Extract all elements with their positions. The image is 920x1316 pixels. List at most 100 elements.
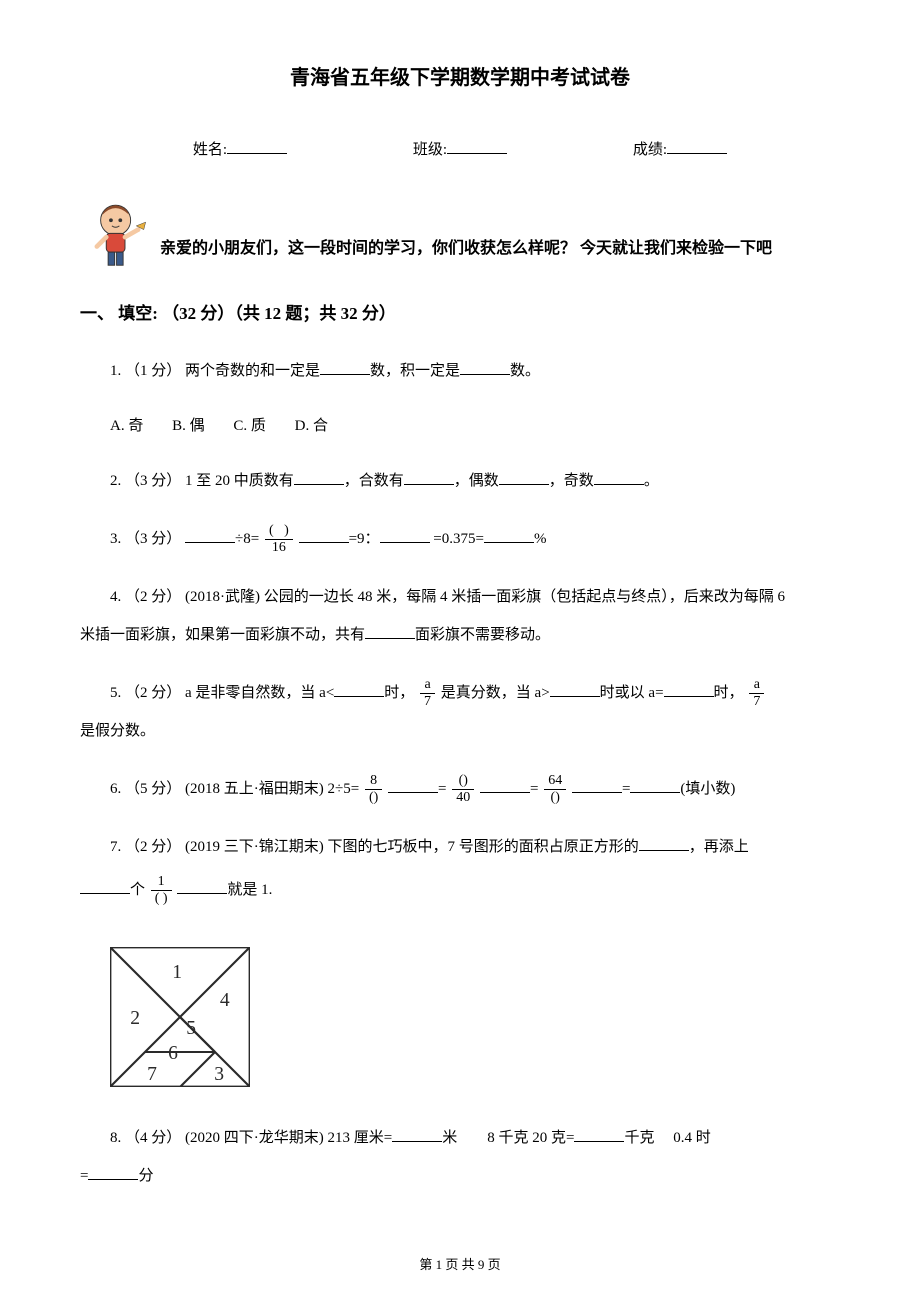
q8-text-5: 0.4 时 bbox=[673, 1130, 711, 1146]
q1-option-a[interactable]: A. 奇 bbox=[110, 418, 143, 434]
score-blank[interactable] bbox=[667, 136, 727, 154]
q1-blank-1[interactable] bbox=[320, 357, 370, 375]
q6-f2-den: 40 bbox=[452, 790, 474, 805]
q3-blank-1[interactable] bbox=[185, 525, 235, 543]
q6-blank-3[interactable] bbox=[572, 775, 622, 793]
q3-div: ÷8= bbox=[235, 531, 263, 547]
q8-blank-3[interactable] bbox=[88, 1162, 138, 1180]
tangram-label-5: 5 bbox=[186, 1017, 196, 1038]
q6-fraction-3: 64() bbox=[544, 773, 566, 805]
tangram-label-2: 2 bbox=[130, 1008, 140, 1029]
question-7-cont: 个 1( ) 就是 1. bbox=[80, 874, 840, 907]
q3-blank-3[interactable] bbox=[380, 525, 430, 543]
tangram-diagram: 1 2 3 4 5 6 7 bbox=[110, 947, 250, 1087]
question-4-cont: 米插一面彩旗，如果第一面彩旗不动，共有 面彩旗不需要移动。 bbox=[80, 619, 840, 652]
q8-line2-a: = bbox=[80, 1168, 88, 1184]
tangram-label-6: 6 bbox=[168, 1043, 178, 1064]
q1-options: A. 奇 B. 偶 C. 质 D. 合 bbox=[80, 413, 840, 440]
q3-blank-2[interactable] bbox=[299, 525, 349, 543]
q2-blank-2[interactable] bbox=[404, 467, 454, 485]
q6-f1-num: 8 bbox=[365, 773, 382, 789]
q7-f-num: 1 bbox=[151, 874, 172, 890]
q4-line2-a: 米插一面彩旗，如果第一面彩旗不动，共有 bbox=[80, 627, 365, 643]
class-label: 班级: bbox=[413, 137, 447, 164]
q6-f3-num: 64 bbox=[544, 773, 566, 789]
q6-eq1: = bbox=[438, 781, 450, 797]
q6-f3-den: () bbox=[544, 790, 566, 805]
q7-blank-2[interactable] bbox=[80, 876, 130, 894]
q3-eq3: =0.375= bbox=[430, 531, 484, 547]
q6-blank-4[interactable] bbox=[630, 775, 680, 793]
question-3: 3. （3 分） ÷8= 16 =9： =0.375=% bbox=[80, 523, 840, 556]
q3-suffix: % bbox=[534, 531, 547, 547]
q2-blank-3[interactable] bbox=[499, 467, 549, 485]
q8-blank-2[interactable] bbox=[574, 1124, 624, 1142]
q2-blank-4[interactable] bbox=[594, 467, 644, 485]
q8-blank-1[interactable] bbox=[392, 1124, 442, 1142]
question-8-cont: =分 bbox=[80, 1160, 840, 1193]
question-8: 8. （4 分） (2020 四下·龙华期末) 213 厘米=米 8 千克 20… bbox=[80, 1122, 840, 1155]
q2-text-4: ，奇数 bbox=[549, 473, 594, 489]
q1-text-3: 数。 bbox=[510, 363, 540, 379]
q4-line2-b: 面彩旗不需要移动。 bbox=[415, 627, 550, 643]
q7-blank-1[interactable] bbox=[639, 833, 689, 851]
question-5-cont: 是假分数。 bbox=[80, 715, 840, 748]
q5-text-4: 时或以 a= bbox=[600, 685, 664, 701]
q2-blank-1[interactable] bbox=[294, 467, 344, 485]
q5-fraction-1: a7 bbox=[420, 677, 435, 709]
greeting-text: 亲爱的小朋友们，这一段时间的学习，你们收获怎么样呢？ 今天就让我们来检验一下吧 bbox=[160, 235, 772, 269]
q8-gap2 bbox=[654, 1130, 673, 1146]
q7-line2-d: 就是 1. bbox=[227, 882, 272, 898]
q1-option-d[interactable]: D. 合 bbox=[295, 418, 328, 434]
name-blank[interactable] bbox=[227, 136, 287, 154]
q2-text-1: 2. （3 分） 1 至 20 中质数有 bbox=[110, 473, 294, 489]
q6-blank-1[interactable] bbox=[388, 775, 438, 793]
q1-blank-2[interactable] bbox=[460, 357, 510, 375]
score-label: 成绩: bbox=[633, 137, 667, 164]
q5-text-3: 是真分数，当 a> bbox=[437, 685, 550, 701]
q5-blank-3[interactable] bbox=[664, 679, 714, 697]
q8-text-1: 8. （4 分） (2020 四下·龙华期末) 213 厘米= bbox=[110, 1130, 392, 1146]
q1-option-b[interactable]: B. 偶 bbox=[172, 418, 205, 434]
q5-f2-num: a bbox=[749, 677, 764, 693]
q5-fraction-2: a7 bbox=[749, 677, 764, 709]
page-title: 青海省五年级下学期数学期中考试试卷 bbox=[80, 60, 840, 96]
q6-suffix: (填小数) bbox=[680, 781, 735, 797]
q7-blank-3[interactable] bbox=[177, 876, 227, 894]
tangram-label-7: 7 bbox=[147, 1064, 157, 1085]
q3-frac-den: 16 bbox=[265, 540, 293, 555]
q5-f1-num: a bbox=[420, 677, 435, 693]
q5-text-1: 5. （2 分） a 是非零自然数，当 a< bbox=[110, 685, 334, 701]
class-field: 班级: bbox=[413, 136, 507, 164]
tangram-label-3: 3 bbox=[214, 1064, 224, 1085]
q6-blank-2[interactable] bbox=[480, 775, 530, 793]
q2-text-5: 。 bbox=[644, 473, 659, 489]
q6-text-1: 6. （5 分） (2018 五上·福田期末) 2÷5= bbox=[110, 781, 363, 797]
q5-line2: 是假分数。 bbox=[80, 723, 155, 739]
greeting-row: 亲爱的小朋友们，这一段时间的学习，你们收获怎么样呢？ 今天就让我们来检验一下吧 bbox=[80, 194, 840, 269]
q5-blank-1[interactable] bbox=[334, 679, 384, 697]
mascot-icon bbox=[80, 194, 155, 269]
class-blank[interactable] bbox=[447, 136, 507, 154]
q7-line1-a: 7. （2 分） (2019 三下·锦江期末) 下图的七巧板中，7 号图形的面积… bbox=[110, 839, 639, 855]
q8-line2-b: 分 bbox=[138, 1168, 153, 1184]
q6-eq2: = bbox=[530, 781, 542, 797]
question-7: 7. （2 分） (2019 三下·锦江期末) 下图的七巧板中，7 号图形的面积… bbox=[80, 831, 840, 864]
q1-option-c[interactable]: C. 质 bbox=[233, 418, 266, 434]
section-1-header: 一、 填空: （32 分）（共 12 题；共 32 分） bbox=[80, 299, 840, 330]
q5-f1-den: 7 bbox=[420, 694, 435, 709]
q3-blank-4[interactable] bbox=[484, 525, 534, 543]
q7-f-den: ( ) bbox=[151, 891, 172, 906]
q8-text-4: 千克 bbox=[624, 1130, 654, 1146]
q5-blank-2[interactable] bbox=[550, 679, 600, 697]
q1-text-2: 数，积一定是 bbox=[370, 363, 460, 379]
q8-text-2: 米 bbox=[442, 1130, 457, 1146]
q6-fraction-1: 8() bbox=[365, 773, 382, 805]
q3-text-1: 3. （3 分） bbox=[110, 531, 185, 547]
q6-f2-num: () bbox=[452, 773, 474, 789]
question-2: 2. （3 分） 1 至 20 中质数有，合数有，偶数，奇数。 bbox=[80, 465, 840, 498]
q8-gap1 bbox=[457, 1130, 487, 1146]
q4-blank[interactable] bbox=[365, 621, 415, 639]
q6-eq3: = bbox=[622, 781, 630, 797]
student-info-row: 姓名: 班级: 成绩: bbox=[80, 136, 840, 164]
